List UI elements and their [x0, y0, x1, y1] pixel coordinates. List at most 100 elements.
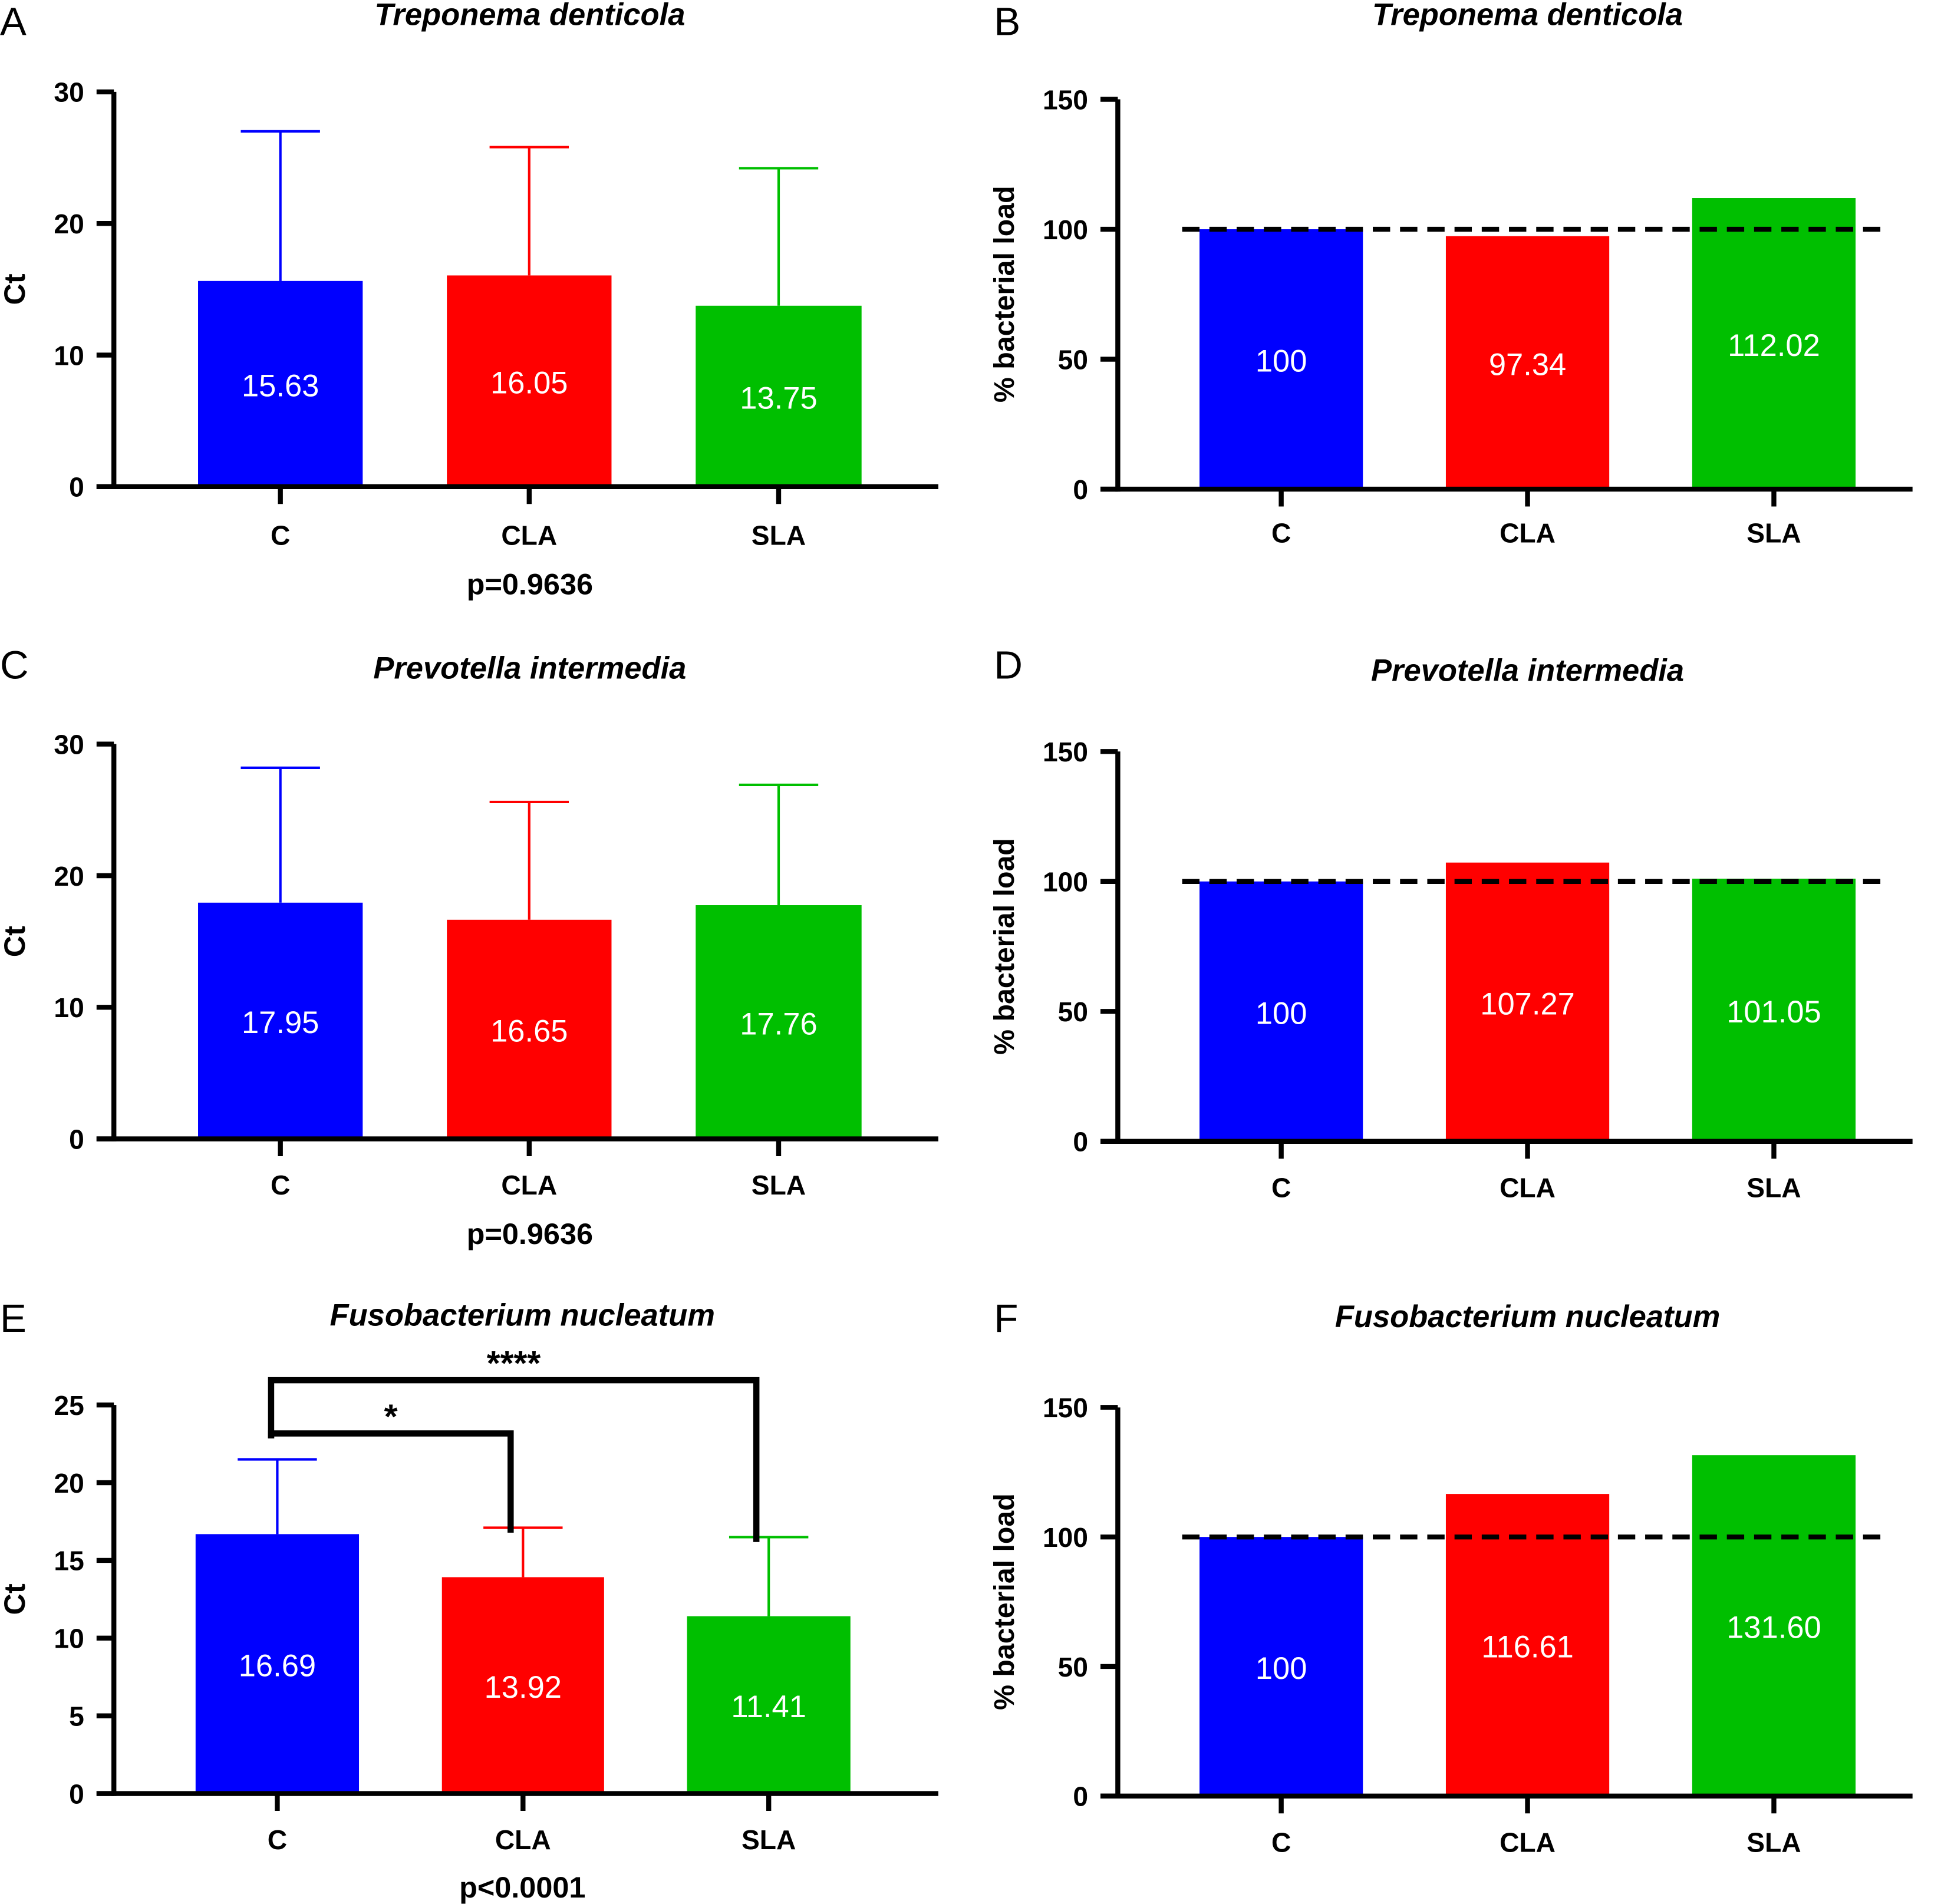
bar-cla: [441, 1577, 604, 1794]
panel-letter: D: [994, 643, 1023, 687]
y-tick-label: 100: [1043, 215, 1088, 245]
panel-letter: F: [994, 1296, 1018, 1341]
bar-sla: [687, 1616, 851, 1794]
x-tick-label: CLA: [495, 1824, 551, 1855]
y-tick-label: 0: [1073, 1781, 1088, 1812]
significance-bracket: [268, 1377, 760, 1542]
x-tick-label: C: [1271, 517, 1291, 548]
value-label: 131.60: [1726, 1611, 1821, 1645]
x-tick-label: C: [1271, 1827, 1291, 1857]
y-tick-label: 20: [54, 861, 84, 892]
bar-cla: [1445, 236, 1610, 490]
p-value: p<0.0001: [459, 1870, 585, 1904]
bar-cla: [447, 275, 612, 487]
value-label: 13.92: [485, 1670, 562, 1705]
value-label: 97.34: [1489, 347, 1566, 382]
y-axis-label: Ct: [0, 926, 31, 957]
y-axis-label: Ct: [0, 273, 31, 305]
p-value: p=0.9636: [467, 1217, 593, 1250]
y-tick-label: 0: [69, 472, 84, 503]
p-value: p=0.9636: [467, 567, 593, 601]
x-tick-label: SLA: [752, 520, 806, 551]
y-axis-label: % bacterial load: [988, 1493, 1020, 1710]
value-label: 13.75: [740, 381, 817, 415]
y-axis-label: Ct: [0, 1583, 31, 1615]
y-tick-label: 0: [1073, 474, 1088, 505]
panel-letter: C: [0, 643, 29, 687]
bar-c: [198, 281, 363, 487]
panel-letter: B: [994, 0, 1020, 44]
y-tick-label: 15: [54, 1546, 84, 1576]
bar-cla: [447, 919, 612, 1139]
value-label: 17.95: [242, 1005, 319, 1040]
y-axis-label: % bacterial load: [988, 186, 1020, 402]
x-tick-label: C: [271, 520, 290, 551]
value-label: 16.65: [490, 1014, 568, 1049]
chart-title: Fusobacterium nucleatum: [1335, 1299, 1720, 1334]
x-tick-label: C: [1271, 1172, 1291, 1203]
y-tick-label: 10: [54, 340, 84, 371]
panel-E: E Fusobacterium nucleatum Ct 16.69 C 13.92 CLA…: [0, 1296, 938, 1904]
value-label: 16.05: [490, 366, 568, 401]
value-label: 16.69: [239, 1648, 316, 1683]
bar-c: [1199, 1537, 1363, 1796]
value-label: 100: [1255, 344, 1307, 379]
x-tick-label: CLA: [1500, 1172, 1556, 1203]
bar-c: [198, 902, 363, 1139]
value-label: 112.02: [1728, 328, 1820, 363]
y-tick-label: 100: [1043, 1522, 1088, 1553]
y-tick-label: 30: [54, 729, 84, 760]
y-axis-label: % bacterial load: [988, 838, 1020, 1055]
y-tick-label: 0: [69, 1124, 84, 1154]
bar-c: [195, 1534, 360, 1794]
value-label: 15.63: [242, 368, 319, 403]
panel-B: B Treponema denticola % bacterial load 100 C…: [988, 0, 1913, 548]
x-tick-label: SLA: [1746, 1172, 1801, 1203]
bar-c: [1199, 229, 1363, 490]
x-tick-label: CLA: [1500, 1827, 1556, 1857]
panel-A: A Treponema denticola Ct 15.63 C 16.05 CLA 13.7…: [0, 0, 938, 601]
chart-title: Treponema denticola: [1372, 0, 1683, 32]
chart-title: Treponema denticola: [374, 0, 685, 32]
y-tick-label: 50: [1058, 344, 1088, 375]
chart-title: Prevotella intermedia: [373, 651, 686, 685]
y-tick-label: 0: [69, 1778, 84, 1809]
y-tick-label: 100: [1043, 867, 1088, 897]
value-label: 101.05: [1726, 995, 1821, 1029]
significance-label: *: [384, 1398, 398, 1436]
y-tick-label: 10: [54, 992, 84, 1023]
y-tick-label: 30: [54, 77, 84, 108]
value-label: 107.27: [1480, 986, 1575, 1021]
value-label: 100: [1255, 1651, 1307, 1686]
bar-sla: [696, 905, 862, 1139]
x-tick-label: SLA: [1746, 1827, 1801, 1857]
value-label: 116.61: [1481, 1629, 1574, 1664]
x-tick-label: CLA: [501, 1170, 557, 1200]
panel-D: D Prevotella intermedia % bacterial load 10…: [988, 643, 1913, 1203]
bar-sla: [1692, 879, 1856, 1141]
bar-cla: [1445, 1494, 1610, 1796]
y-tick-label: 150: [1043, 737, 1088, 767]
bar-c: [1199, 881, 1363, 1141]
chart-title: Fusobacterium nucleatum: [330, 1298, 715, 1333]
bar-sla: [1692, 1455, 1856, 1796]
value-label: 17.76: [740, 1007, 817, 1041]
y-tick-label: 50: [1058, 996, 1088, 1027]
bar-sla: [696, 305, 862, 487]
y-tick-label: 50: [1058, 1652, 1088, 1682]
x-tick-label: SLA: [1746, 517, 1801, 548]
x-tick-label: C: [268, 1824, 287, 1855]
x-tick-label: C: [271, 1170, 290, 1200]
panel-F: F Fusobacterium nucleatum % bacterial load…: [988, 1296, 1913, 1857]
bar-cla: [1445, 862, 1610, 1141]
y-tick-label: 5: [69, 1701, 84, 1731]
y-tick-label: 20: [54, 209, 84, 239]
y-tick-label: 150: [1043, 1392, 1088, 1423]
panel-letter: A: [0, 0, 27, 44]
y-tick-label: 10: [54, 1623, 84, 1654]
bar-sla: [1692, 198, 1856, 490]
x-tick-label: SLA: [752, 1170, 806, 1200]
value-label: 100: [1255, 996, 1307, 1031]
x-tick-label: SLA: [742, 1824, 796, 1855]
